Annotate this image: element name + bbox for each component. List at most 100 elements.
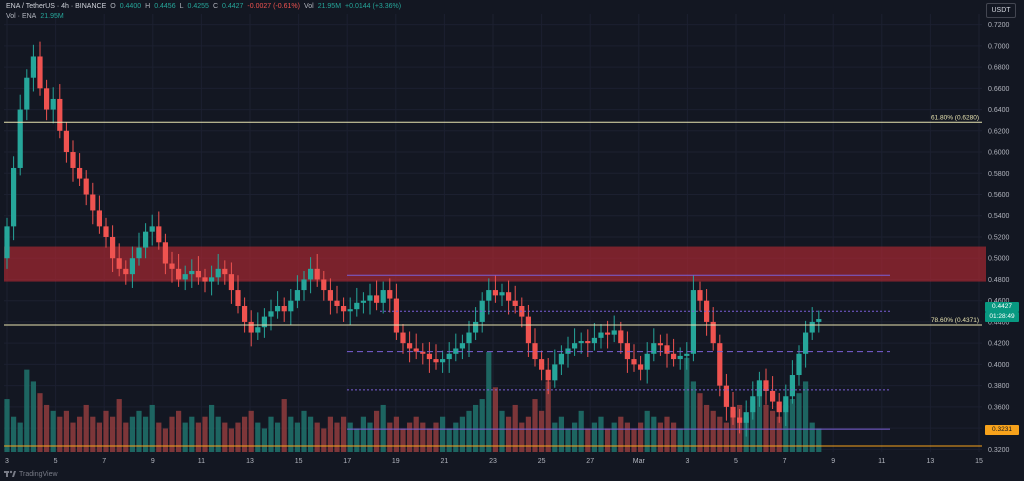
candle-body <box>341 306 347 312</box>
candle-body <box>413 348 419 352</box>
candle-body <box>189 270 195 275</box>
open-label: O <box>110 3 116 10</box>
candle-body <box>756 380 762 397</box>
volume-bar <box>17 422 23 452</box>
y-tick-label: 0.6800 <box>988 65 1010 72</box>
candle-body <box>347 309 353 312</box>
candle-body <box>809 321 815 333</box>
x-tick-label: 9 <box>831 458 835 465</box>
x-tick-label: 21 <box>441 458 449 465</box>
volume-bar <box>50 410 56 452</box>
candle-body <box>512 300 518 306</box>
candle-body <box>176 268 182 280</box>
volume-bar <box>90 416 96 452</box>
candle-body <box>380 290 386 303</box>
volume-bar <box>44 404 50 452</box>
price-levels: 61.80% (0.6280) 78.60% (0.4371) <box>4 114 982 447</box>
candle-body <box>314 268 320 280</box>
volume-bar <box>374 410 380 452</box>
x-tick-label: 17 <box>343 458 351 465</box>
close-value: 0.4427 <box>222 3 244 10</box>
candle-body <box>750 396 756 413</box>
volume-bar <box>809 422 815 452</box>
volume-bar <box>624 422 630 452</box>
volume-bar <box>730 410 736 452</box>
volume-bar <box>677 428 683 452</box>
candle-body <box>743 412 749 423</box>
x-tick-label: 5 <box>734 458 738 465</box>
x-tick-label: Mar <box>633 458 646 465</box>
y-tick-label: 0.6600 <box>988 86 1010 93</box>
volume-bar <box>235 422 241 452</box>
last-price-tag: 0.4427 <box>985 302 1019 312</box>
candle-body <box>532 343 538 360</box>
volume-bar <box>37 393 43 452</box>
candle-body <box>37 56 43 89</box>
candle-body <box>473 321 479 333</box>
candle-body <box>90 194 96 211</box>
currency-button[interactable]: USDT <box>986 3 1016 18</box>
candle-body <box>697 290 703 301</box>
volume-bar <box>77 416 83 452</box>
candle-body <box>162 242 168 264</box>
volume-bar <box>558 416 564 452</box>
volume-indicator-label[interactable]: Vol · ENA <box>6 13 37 20</box>
candle-body <box>499 292 505 296</box>
tradingview-brand[interactable]: TradingView <box>19 470 58 478</box>
volume-bar <box>83 404 89 452</box>
candle-body <box>63 130 69 153</box>
candle-body <box>598 332 604 338</box>
candle-body <box>479 300 485 322</box>
candle-body <box>228 274 234 291</box>
y-tick-label: 0.4400 <box>988 319 1010 326</box>
volume-bar <box>717 416 723 452</box>
volume-bar <box>585 428 591 452</box>
candle-body <box>704 300 710 322</box>
volume-bar <box>697 393 703 452</box>
candle-body <box>400 332 406 344</box>
volume-bar <box>123 422 129 452</box>
candle-body <box>618 330 624 344</box>
x-tick-label: 3 <box>685 458 689 465</box>
candle-body <box>222 268 228 275</box>
candle-body <box>156 226 162 243</box>
volume-bar <box>486 352 492 452</box>
tradingview-logo-icon <box>4 470 16 477</box>
countdown-tag: 01:28:49 <box>985 312 1019 322</box>
volume-bar <box>453 422 459 452</box>
x-tick-label: 11 <box>198 458 205 465</box>
volume-bar <box>519 422 525 452</box>
candle-body <box>248 321 254 333</box>
symbol-label[interactable]: ENA / TetherUS · 4h · BINANCE <box>6 3 107 10</box>
volume-bar <box>492 387 498 452</box>
volume-bar <box>275 422 281 452</box>
volume-bar <box>242 416 248 452</box>
volume-bar <box>281 399 287 452</box>
volume-bar <box>591 422 597 452</box>
volume-bar <box>572 422 578 452</box>
candle-body <box>103 226 109 237</box>
candle-body <box>301 279 307 291</box>
volume-bar <box>301 410 307 452</box>
volume-bars <box>4 352 822 452</box>
candle-body <box>677 355 683 360</box>
candle-body <box>717 343 723 386</box>
y-tick-label: 0.7000 <box>988 43 1010 50</box>
candle-body <box>433 359 439 363</box>
volume-bar <box>413 416 419 452</box>
candle-body <box>235 290 241 306</box>
volume-bar <box>189 416 195 452</box>
volume-bar <box>512 404 518 452</box>
volume-bar <box>816 428 822 452</box>
candle-body <box>578 341 584 344</box>
candle-body <box>783 396 789 413</box>
candle-body <box>202 277 208 282</box>
low-value: 0.4255 <box>187 3 209 10</box>
candle-body <box>275 306 281 312</box>
candle-body <box>453 348 459 354</box>
volume-bar <box>473 404 479 452</box>
volume-bar <box>288 416 294 452</box>
volume-row: Vol · ENA 21.95M <box>6 12 401 22</box>
time-axis: 3 5 7 9 11 13 15 17 19 21 23 25 27 Mar 3 5 7 9 11 13 15 <box>5 458 983 465</box>
